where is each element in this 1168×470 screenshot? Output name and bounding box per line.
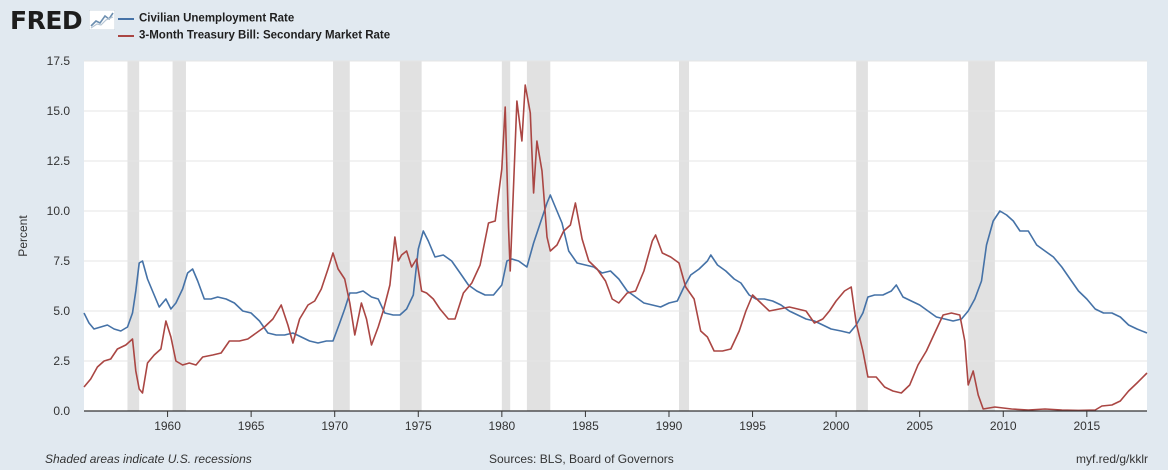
tb3ms-line[interactable]: [83, 84, 1148, 412]
y-tick-label: 15.0: [47, 104, 71, 118]
legend-item-unrate[interactable]: Civilian Unemployment Rate: [118, 10, 390, 27]
x-tick-label: 2015: [1073, 419, 1100, 433]
y-tick-label: 12.5: [47, 154, 71, 168]
recession-band-6: [679, 61, 690, 411]
short-url-link[interactable]: myf.red/g/kklr: [1075, 452, 1148, 466]
x-tick-label: 1985: [572, 419, 599, 433]
x-tick-label: 1970: [321, 419, 348, 433]
x-tick-label: 1975: [405, 419, 432, 433]
recession-note: Shaded areas indicate U.S. recessions: [45, 452, 252, 466]
y-tick-label: 5.0: [53, 304, 70, 318]
legend-swatch-tb3ms: [118, 34, 134, 37]
chart-area[interactable]: 0.0 2.5 5.0 7.5 10.0 12.5 15.0 17.5 1960 1965 1970…: [0, 0, 1168, 450]
recession-band-0: [127, 61, 140, 411]
legend-swatch-unrate: [118, 17, 134, 20]
x-tick-label: 1990: [656, 419, 683, 433]
y-tick-label: 17.5: [47, 54, 71, 68]
series-lines: [83, 84, 1148, 412]
x-tick-label: 2005: [906, 419, 933, 433]
y-tick-label: 0.0: [53, 404, 70, 418]
y-tick-label: 7.5: [53, 254, 70, 268]
legend-label-unrate: Civilian Unemployment Rate: [139, 12, 295, 25]
chart-line-icon: [89, 10, 115, 30]
x-tick-label: 1995: [739, 419, 766, 433]
x-tick-label: 1960: [154, 419, 181, 433]
y-tick-label: 2.5: [53, 354, 70, 368]
recession-band-4: [501, 61, 511, 411]
chart-legend: Civilian Unemployment Rate 3-Month Treas…: [118, 10, 390, 44]
gridlines: [84, 60, 1147, 362]
recession-shading: [127, 61, 995, 411]
unrate-line[interactable]: [83, 194, 1148, 344]
recession-band-2: [333, 61, 350, 411]
legend-label-tb3ms: 3-Month Treasury Bill: Secondary Market …: [139, 29, 391, 42]
x-tick-label: 2000: [823, 419, 850, 433]
sources-text: Sources: BLS, Board of Governors: [489, 452, 674, 466]
legend-item-tb3ms[interactable]: 3-Month Treasury Bill: Secondary Market …: [118, 27, 390, 44]
recession-band-8: [968, 61, 995, 411]
x-tick-label: 1980: [488, 419, 515, 433]
recession-band-5: [526, 61, 551, 411]
y-axis-label: Percent: [16, 215, 30, 257]
y-tick-label: 10.0: [47, 204, 71, 218]
recession-band-3: [399, 61, 422, 411]
recession-band-1: [172, 61, 186, 411]
axes: 0.0 2.5 5.0 7.5 10.0 12.5 15.0 17.5 1960 1965 1970…: [47, 54, 1147, 433]
chart-footer: Shaded areas indicate U.S. recessions So…: [0, 450, 1168, 468]
recession-band-7: [856, 61, 868, 411]
fred-logo[interactable]: FRED: [10, 6, 83, 35]
x-tick-label: 1965: [238, 419, 265, 433]
x-tick-label: 2010: [990, 419, 1017, 433]
chart-header: FRED Civilian Unemployment Rate 3-Month …: [0, 0, 1168, 50]
